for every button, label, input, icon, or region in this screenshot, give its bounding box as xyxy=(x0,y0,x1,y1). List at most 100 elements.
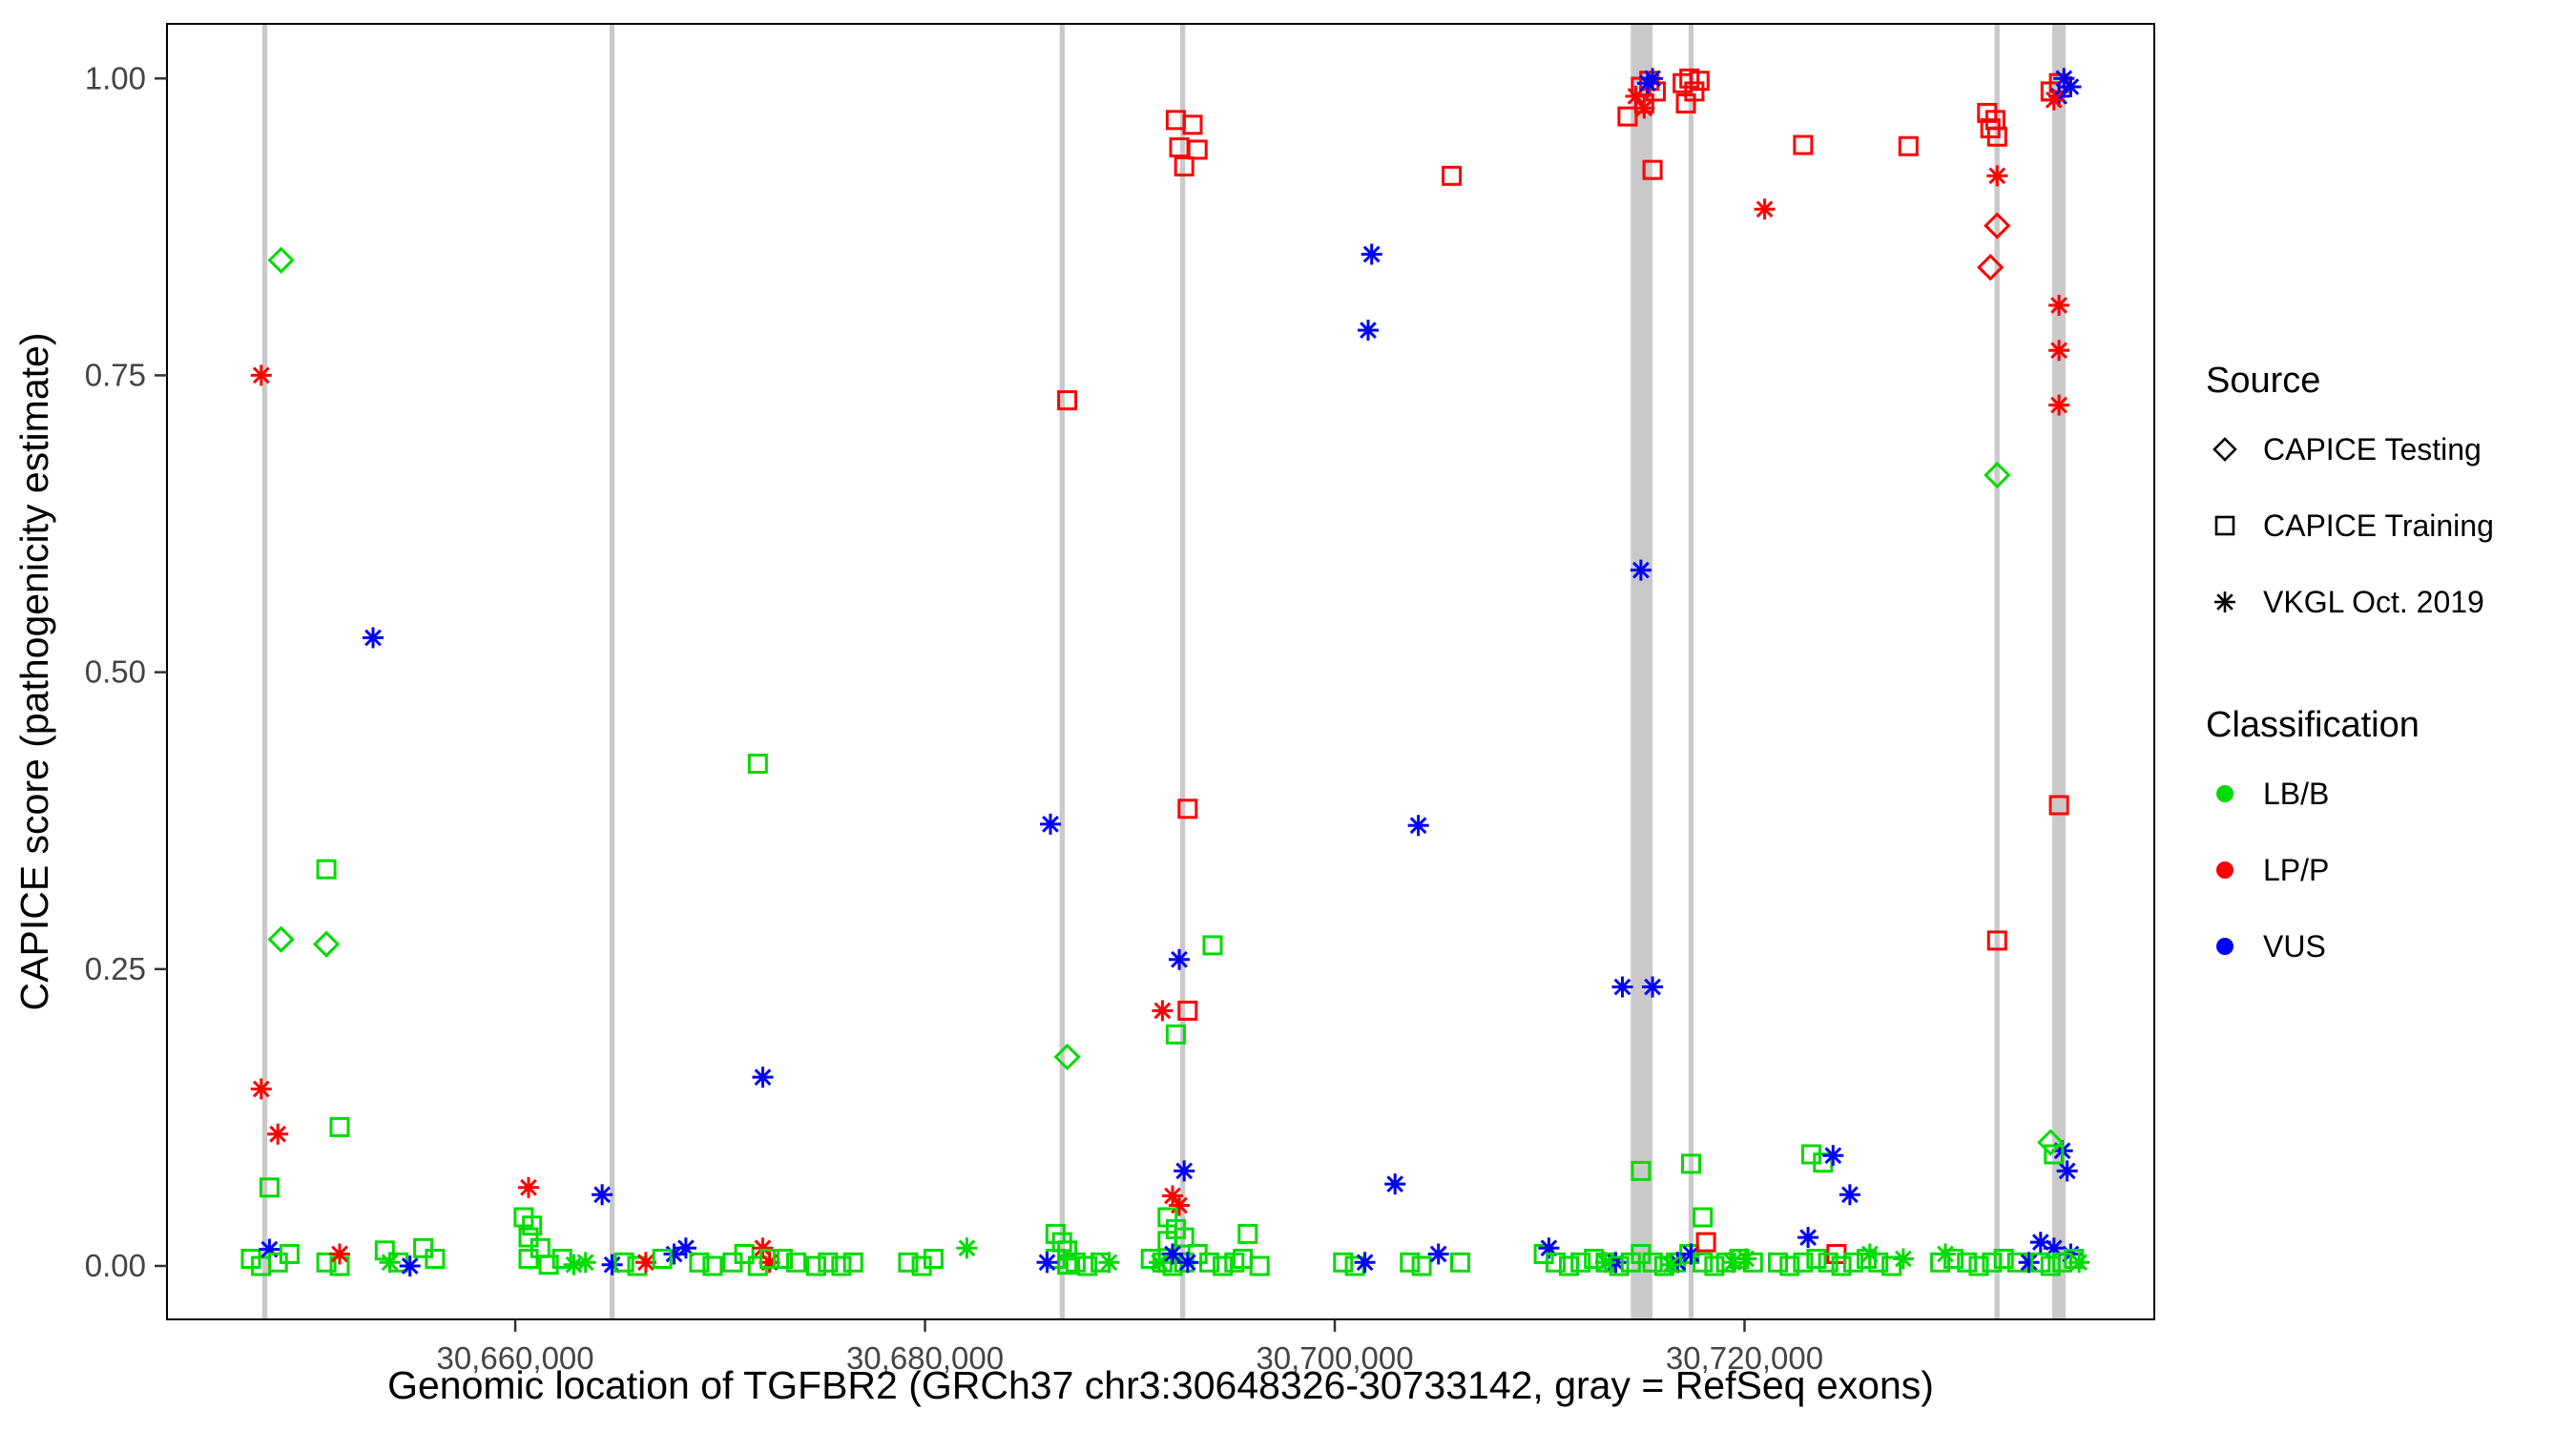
data-point xyxy=(1689,71,1710,92)
data-point xyxy=(1633,97,1655,119)
data-point xyxy=(786,1252,806,1273)
axis-ticks: 30,660,000 30,680,000 30,700,000 30,720,000… xyxy=(85,60,1823,1376)
data-point xyxy=(1361,243,1382,265)
exon-band xyxy=(261,24,268,1319)
data-point xyxy=(956,1237,978,1259)
data-point xyxy=(773,1249,793,1269)
data-point xyxy=(1693,1252,1714,1273)
data-point xyxy=(250,364,272,386)
legend-item-capice-testing: CAPICE Testing xyxy=(2206,430,2568,468)
data-point xyxy=(1149,1252,1170,1274)
data-point xyxy=(518,1249,539,1269)
data-point xyxy=(1169,1194,1190,1216)
data-point xyxy=(1199,1252,1220,1273)
data-point xyxy=(1538,1237,1560,1259)
data-point xyxy=(1768,1252,1788,1273)
data-point xyxy=(1986,165,2008,187)
data-point xyxy=(2056,1160,2078,1182)
data-point xyxy=(267,246,295,274)
data-point xyxy=(413,1237,434,1258)
legend-item-lbb: LB/B xyxy=(2206,775,2568,813)
red-dot-icon xyxy=(2216,861,2233,879)
data-point xyxy=(1233,1249,1254,1269)
data-point xyxy=(1859,1243,1880,1265)
data-point xyxy=(1831,1255,1852,1276)
data-point xyxy=(1040,813,1061,835)
data-point xyxy=(1174,156,1195,176)
x-tick-label: 30,680,000 xyxy=(846,1340,1004,1376)
data-point xyxy=(363,627,384,649)
data-point xyxy=(806,1255,826,1276)
data-point xyxy=(1818,1252,1839,1273)
exon-band xyxy=(1179,24,1186,1319)
data-point xyxy=(1843,1252,1863,1273)
data-point xyxy=(1806,1249,1827,1269)
data-point xyxy=(1174,1160,1195,1182)
data-point xyxy=(1982,1252,2003,1273)
legend-item-label: LB/B xyxy=(2263,776,2330,811)
data-point xyxy=(842,1252,863,1273)
data-point xyxy=(2043,89,2065,111)
data-point xyxy=(1152,1000,1174,1022)
legend-source-title: Source xyxy=(2206,361,2321,401)
diamond-icon xyxy=(2206,430,2244,468)
data-point xyxy=(1442,165,1463,186)
data-point xyxy=(1898,135,1919,156)
data-point xyxy=(675,1237,696,1259)
data-point xyxy=(1822,1145,1844,1167)
legend: Source CAPICE Testing xyxy=(2206,361,2568,965)
data-point xyxy=(2068,1252,2090,1274)
y-tick-label: 0.00 xyxy=(85,1248,146,1283)
data-point xyxy=(898,1252,919,1273)
data-point xyxy=(1639,71,1660,92)
y-tick-label: 0.50 xyxy=(85,654,146,690)
legend-item-vus: VUS xyxy=(2206,927,2568,965)
data-point xyxy=(1631,1160,1652,1181)
data-point xyxy=(1384,1173,1406,1195)
data-point xyxy=(1892,1248,1914,1270)
data-point xyxy=(399,1255,421,1276)
data-point xyxy=(1570,1252,1591,1273)
data-points xyxy=(240,68,2090,1276)
data-point xyxy=(1881,1255,1902,1276)
data-point xyxy=(1559,1255,1579,1276)
data-point xyxy=(1036,1252,1058,1274)
data-point xyxy=(1354,1252,1376,1274)
data-point xyxy=(759,1249,780,1269)
data-point xyxy=(316,1252,337,1273)
refseq-exon-bands xyxy=(261,24,2067,1319)
legend-item-lpp: LP/P xyxy=(2206,851,2568,889)
blue-dot-icon xyxy=(2216,938,2233,955)
data-point xyxy=(1793,135,1814,156)
x-tick-label: 30,700,000 xyxy=(1256,1340,1413,1376)
data-point xyxy=(1617,106,1638,127)
data-point xyxy=(923,1249,944,1269)
data-point xyxy=(329,1116,350,1137)
data-point xyxy=(689,1252,710,1273)
data-point xyxy=(1984,461,2011,489)
square-icon xyxy=(2206,507,2244,545)
data-point xyxy=(2018,1252,2040,1274)
data-point xyxy=(2048,394,2070,416)
data-point xyxy=(259,1177,280,1198)
x-tick-label: 30,660,000 xyxy=(436,1340,593,1376)
data-point xyxy=(1779,1255,1800,1276)
data-point xyxy=(752,1067,774,1089)
data-point xyxy=(267,1123,289,1145)
data-point xyxy=(538,1255,559,1275)
data-point xyxy=(551,1249,572,1269)
data-point xyxy=(1546,1252,1566,1273)
data-point xyxy=(1237,1223,1258,1244)
y-tick-label: 0.75 xyxy=(85,357,146,392)
data-point xyxy=(1735,1248,1757,1270)
data-point xyxy=(530,1237,551,1258)
data-point xyxy=(1065,1252,1086,1273)
data-point xyxy=(2044,1144,2065,1165)
legend-item-label: LP/P xyxy=(2263,852,2330,887)
data-point xyxy=(1642,68,1664,90)
data-point xyxy=(1057,390,1078,411)
data-point xyxy=(1162,1243,1183,1265)
data-point xyxy=(1407,815,1429,837)
data-point xyxy=(1704,1255,1725,1276)
